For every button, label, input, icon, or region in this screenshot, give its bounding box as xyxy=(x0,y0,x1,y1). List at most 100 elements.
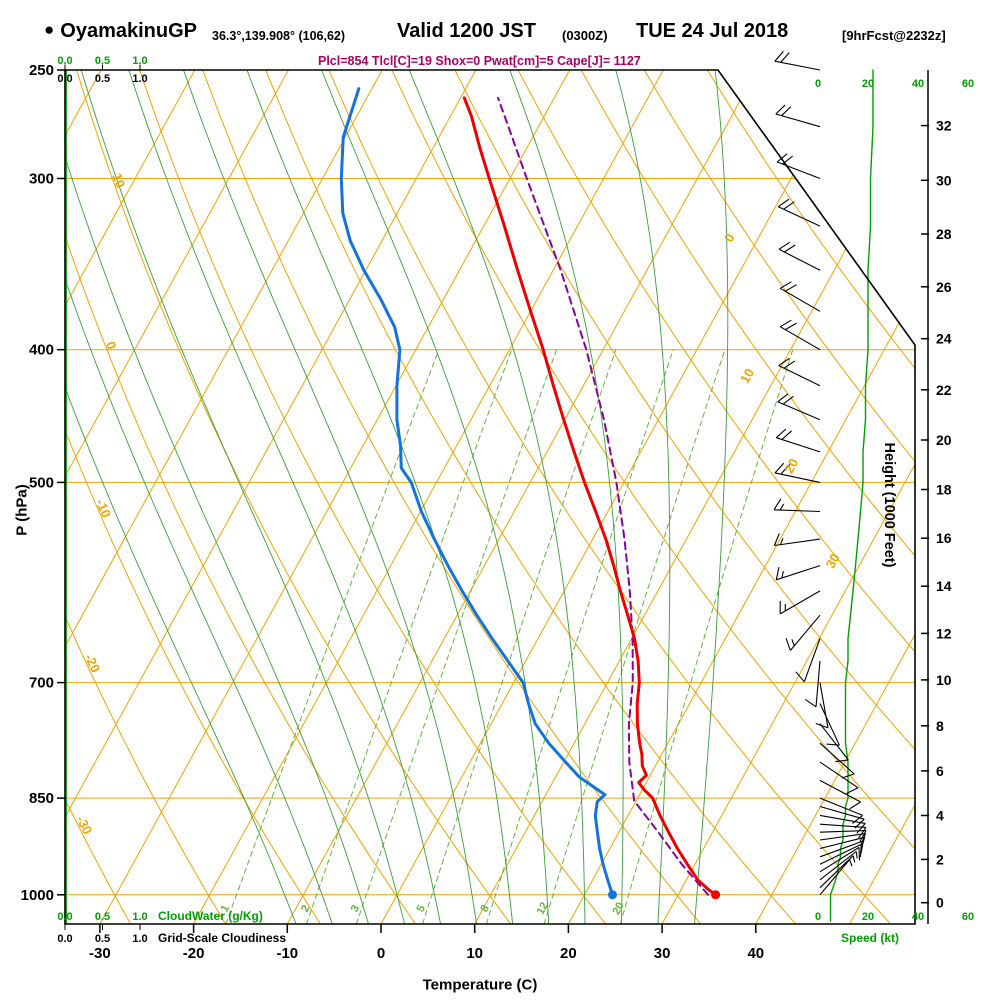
mixing-ratio-label: 3 xyxy=(349,903,362,914)
temperature-tick-label: -20 xyxy=(183,945,205,962)
height-tick-label: 8 xyxy=(936,718,944,734)
speed-scale-top: 20 xyxy=(862,78,874,90)
temperature-tick-label: 30 xyxy=(654,945,671,962)
station-bullet-icon: ● xyxy=(44,20,55,39)
station-coords: 36.3°,139.908° (106,62) xyxy=(212,29,346,43)
station-title: ● OyamakinuGP xyxy=(44,20,197,43)
pressure-tick-label: 500 xyxy=(29,474,54,491)
dry-adiabat-label: 10 xyxy=(109,171,128,190)
surface-temperature-dot xyxy=(711,890,721,900)
mixing-ratio-label: 1 xyxy=(219,903,232,914)
skewt-grid-area xyxy=(65,70,915,924)
mixing-ratio-label: 20 xyxy=(610,900,626,916)
height-tick-label: 16 xyxy=(936,530,952,546)
dewpoint-curve xyxy=(339,87,614,897)
gridscale-scale-bottom: 1.0 xyxy=(132,933,147,945)
mixing-ratio-label: 12 xyxy=(535,900,551,916)
height-axis-label: Height (1000 Feet) xyxy=(881,442,897,568)
pressure-tick-label: 300 xyxy=(29,171,54,188)
station-name: OyamakinuGP xyxy=(60,20,197,42)
temperature-tick-label: 0 xyxy=(377,945,385,962)
moist-adiabats xyxy=(65,70,729,924)
temperature-axis-label: Temperature (C) xyxy=(422,976,538,994)
speed-scale-top: 0 xyxy=(815,78,821,90)
height-tick-label: 10 xyxy=(936,672,952,688)
cloudwater-scale-bottom: 0.0 xyxy=(57,911,72,923)
gridscale-scale-bottom: 0.5 xyxy=(95,933,110,945)
forecast-tag: [9hrFcst@2232z] xyxy=(842,28,946,43)
isotherm-grid xyxy=(65,70,915,924)
mixing-ratio-lines xyxy=(225,349,794,924)
speed-scale-top: 60 xyxy=(962,78,974,90)
cloudwater-scale-bottom: 0.5 xyxy=(95,911,110,923)
speed-scale-bottom: 0 xyxy=(815,911,821,923)
isotherm-label: 30 xyxy=(823,551,843,571)
dry-adiabat-label: -10 xyxy=(93,497,114,520)
pressure-axis-label: P (hPa) xyxy=(13,484,31,536)
sounding-indices: Plcl=854 Tlcl[C]=19 Shox=0 Pwat[cm]=5 Ca… xyxy=(318,54,641,68)
temperature-tick-label: -10 xyxy=(276,945,298,962)
speed-axis-label: Speed (kt) xyxy=(841,931,900,945)
isotherm-label: 10 xyxy=(737,366,757,386)
pressure-tick-label: 1000 xyxy=(21,887,54,904)
gridscale-scale-top: 0.5 xyxy=(95,73,110,85)
height-tick-label: 32 xyxy=(936,118,952,134)
speed-scale-bottom: 60 xyxy=(962,911,974,923)
gridscale-scale-top: 1.0 xyxy=(132,73,147,85)
height-tick-label: 0 xyxy=(936,895,944,911)
height-tick-label: 18 xyxy=(936,482,952,498)
height-tick-label: 14 xyxy=(936,578,952,594)
height-tick-label: 20 xyxy=(936,432,952,448)
speed-scale-bottom: 40 xyxy=(912,911,924,923)
height-tick-label: 4 xyxy=(936,808,944,824)
surface-markers xyxy=(608,890,721,900)
temperature-curve xyxy=(462,96,718,897)
dry-adiabats xyxy=(65,70,915,924)
height-tick-label: 6 xyxy=(936,763,944,779)
mixing-ratio-label: 5 xyxy=(415,903,428,914)
pressure-gridlines xyxy=(65,178,915,896)
dry-adiabat-label: -30 xyxy=(73,813,95,837)
pressure-tick-label: 850 xyxy=(29,790,54,807)
gridscale-scale-bottom: 0.0 xyxy=(57,933,72,945)
wind-speed-curve xyxy=(829,69,874,922)
height-tick-label: 24 xyxy=(936,331,952,347)
cloudwater-scale-top: 1.0 xyxy=(132,55,147,67)
cloudwater-scale-top: 0.5 xyxy=(95,55,110,67)
speed-scale-bottom: 20 xyxy=(862,911,874,923)
pressure-tick-label: 400 xyxy=(29,342,54,359)
parcel-curve xyxy=(497,96,710,896)
temperature-axis: -30 -20 -10 0 10 20 30 40 xyxy=(89,924,764,962)
height-tick-label: 12 xyxy=(936,625,952,641)
gridscale-scale-top: 0.0 xyxy=(57,73,72,85)
height-tick-label: 30 xyxy=(936,172,952,188)
isotherm-label: 0 xyxy=(721,231,738,245)
isotherm-labels: 0 10 20 30 xyxy=(721,231,843,571)
height-tick-label: 2 xyxy=(936,851,944,867)
valid-zulu: (0300Z) xyxy=(562,28,608,43)
valid-time: Valid 1200 JST xyxy=(397,20,536,42)
height-tick-label: 28 xyxy=(936,226,952,242)
pressure-axis: 250 300 400 500 700 850 1000 xyxy=(21,62,65,904)
pressure-tick-label: 250 xyxy=(29,62,54,79)
cloudwater-axis-label: CloudWater (g/Kg) xyxy=(158,909,263,923)
cloud-scales: 0.0 0.0 0.0 0.0 0.5 0.5 0.5 0.5 1.0 1.0 1.0 1.0 xyxy=(57,55,147,945)
temperature-tick-label: 10 xyxy=(466,945,483,962)
isotherm-label: 20 xyxy=(781,456,801,476)
wind-barbs xyxy=(773,51,867,896)
temperature-tick-label: 20 xyxy=(560,945,577,962)
height-tick-label: 26 xyxy=(936,279,952,295)
pressure-tick-label: 700 xyxy=(29,675,54,692)
dry-adiabat-labels: 100-10-20-30 xyxy=(73,171,128,837)
mixing-ratio-labels: 1 2 3 5 8 12 20 xyxy=(219,900,627,916)
mixing-ratio-label: 2 xyxy=(299,903,312,914)
mixing-ratio-label: 8 xyxy=(478,903,491,914)
height-tick-label: 22 xyxy=(936,382,952,398)
valid-date: TUE 24 Jul 2018 xyxy=(636,20,789,42)
speed-scale-top: 40 xyxy=(912,78,924,90)
dry-adiabat-label: -20 xyxy=(82,651,104,674)
